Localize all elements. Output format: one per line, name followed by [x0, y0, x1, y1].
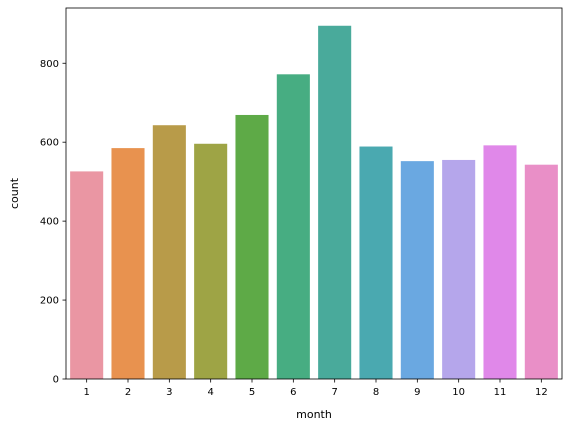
x-tick-label: 8: [373, 387, 379, 398]
y-tick-label: 600: [40, 138, 59, 149]
x-axis-label: month: [296, 408, 332, 421]
x-tick-label: 10: [452, 387, 465, 398]
bar-month-9: [400, 161, 434, 379]
x-tick-label: 1: [83, 387, 89, 398]
bar-month-3: [152, 125, 186, 379]
y-axis-ticks: 0 200 400 600 800: [40, 59, 66, 386]
bar-month-12: [524, 164, 558, 379]
y-tick-label: 0: [53, 375, 59, 386]
bar-month-2: [111, 148, 145, 379]
bar-month-7: [318, 25, 352, 379]
bar-month-8: [359, 146, 393, 379]
y-tick-label: 800: [40, 59, 59, 70]
x-tick-label: 12: [535, 387, 548, 398]
x-axis-ticks: 1 2 3 4 5 6 7 8 9 10 11 12: [83, 379, 548, 398]
bar-month-11: [483, 145, 517, 379]
bar-month-1: [70, 171, 104, 379]
y-tick-label: 200: [40, 296, 59, 307]
x-tick-label: 6: [290, 387, 296, 398]
bar-month-6: [276, 74, 310, 379]
plot-frame: [65, 7, 563, 380]
x-tick-label: 11: [494, 387, 507, 398]
bar-month-4: [194, 143, 228, 379]
bar-month-10: [442, 159, 476, 379]
x-tick-label: 7: [331, 387, 337, 398]
x-tick-label: 4: [207, 387, 213, 398]
x-tick-label: 5: [249, 387, 255, 398]
x-tick-label: 2: [125, 387, 131, 398]
bars-group: [70, 25, 558, 380]
y-axis-label: count: [8, 177, 21, 209]
x-tick-label: 3: [166, 387, 172, 398]
x-tick-label: 9: [414, 387, 420, 398]
bar-month-5: [235, 114, 269, 380]
y-tick-label: 400: [40, 217, 59, 228]
